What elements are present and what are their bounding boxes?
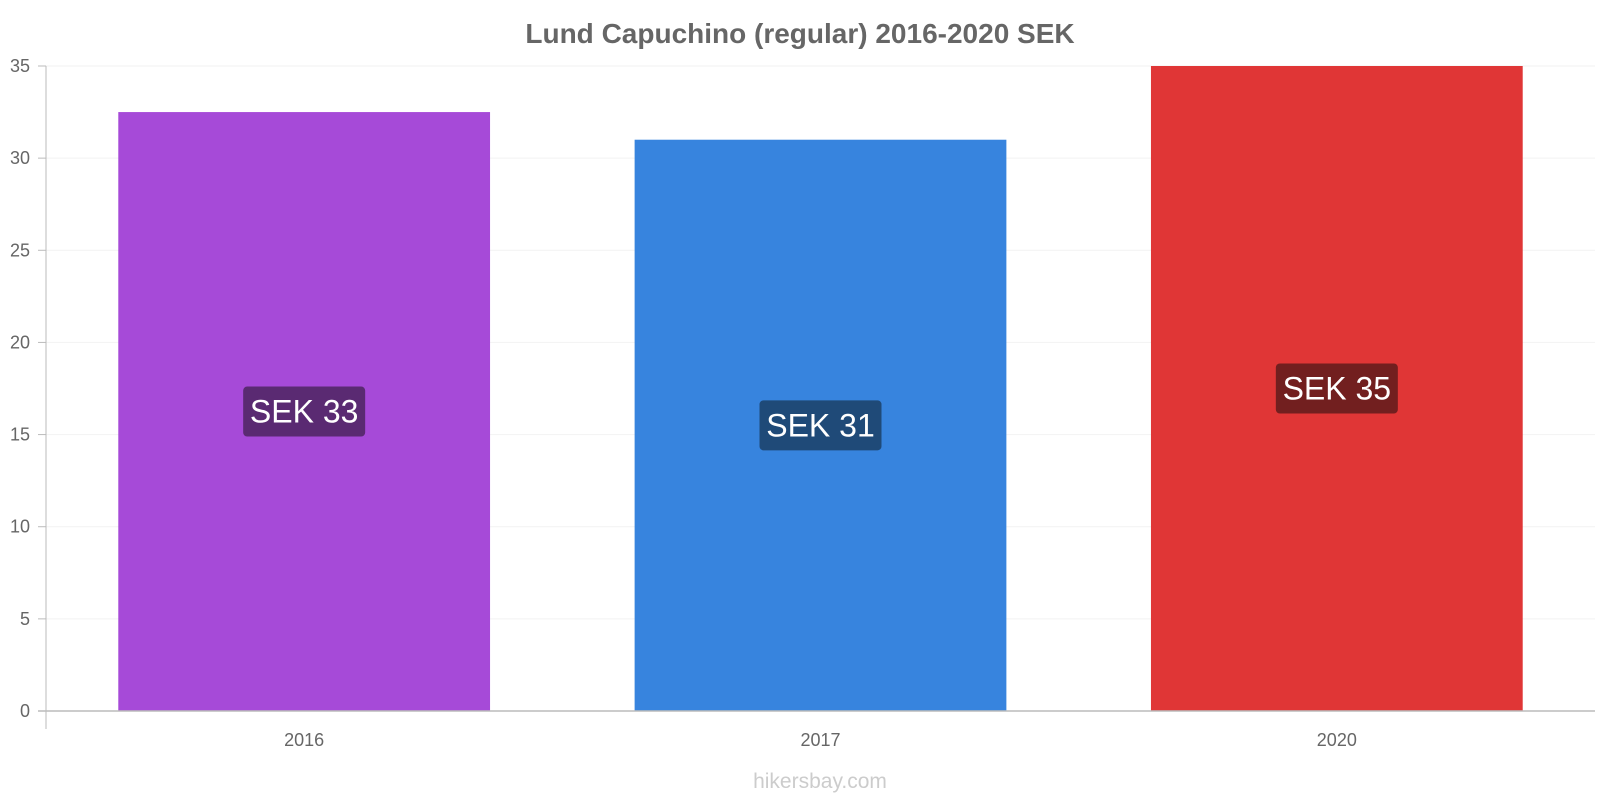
y-tick-label: 5 [20, 609, 30, 629]
y-tick-label: 30 [10, 148, 30, 168]
y-tick-label: 15 [10, 425, 30, 445]
data-label: SEK 35 [1275, 363, 1398, 414]
data-label-background [243, 386, 366, 437]
x-tick-label: 2020 [1317, 730, 1357, 750]
x-axis-ticks: 2016 2017 2020 [284, 730, 1357, 750]
data-labels: SEK 33 SEK 31 SEK 35 [243, 363, 1398, 451]
data-label-text: SEK 35 [1283, 371, 1392, 407]
x-tick-label: 2016 [284, 730, 324, 750]
watermark: hikersbay.com [753, 770, 887, 793]
data-label-background [759, 400, 882, 451]
x-tick-label: 2017 [800, 730, 840, 750]
y-tick-label: 35 [10, 56, 30, 76]
chart-title: Lund Capuchino (regular) 2016-2020 SEK [525, 18, 1074, 49]
data-label: SEK 33 [243, 386, 366, 437]
y-tick-label: 20 [10, 332, 30, 352]
y-axis-ticks: 0 5 10 15 20 25 30 35 [10, 56, 46, 721]
y-tick-label: 0 [20, 701, 30, 721]
y-tick-label: 25 [10, 240, 30, 260]
data-label-background [1275, 363, 1398, 414]
data-label: SEK 31 [759, 400, 882, 451]
data-label-text: SEK 33 [250, 394, 359, 430]
data-label-text: SEK 31 [766, 407, 875, 443]
y-tick-label: 10 [10, 517, 30, 537]
